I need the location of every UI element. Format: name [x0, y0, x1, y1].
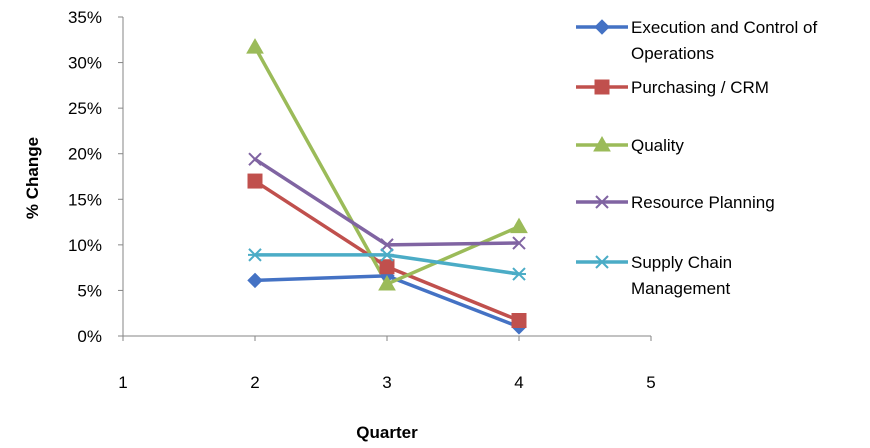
legend-label: Execution and Control of — [631, 18, 817, 37]
legend-marker — [595, 195, 609, 209]
x-tick-label: 3 — [382, 373, 391, 392]
x-tick-label: 2 — [250, 373, 259, 392]
x-tick-label: 1 — [118, 373, 127, 392]
marker-stroke — [512, 236, 526, 250]
y-tick-label: 15% — [68, 190, 102, 209]
y-tick-label: 5% — [77, 281, 102, 300]
legend-item: Execution and Control of Operations — [576, 18, 817, 63]
legend-label: Resource Planning — [631, 193, 775, 212]
data-point — [248, 248, 262, 262]
marker-stroke — [595, 195, 609, 209]
data-point — [512, 267, 526, 281]
data-point — [380, 248, 394, 262]
data-point — [379, 259, 395, 275]
y-axis-title: % Change — [23, 137, 42, 219]
data-point — [247, 173, 263, 189]
series-line — [254, 157, 520, 247]
data-point — [248, 152, 262, 166]
legend-item: Supply Chain Management — [576, 253, 732, 298]
tick-labels: 0% 5% 10% 15% 20% 25% 30% 35% 1 2 3 4 5 — [68, 8, 656, 392]
series-markers — [246, 38, 528, 335]
data-point — [378, 275, 396, 291]
y-tick-label: 30% — [68, 54, 102, 73]
y-tick-label: 25% — [68, 99, 102, 118]
data-point — [246, 38, 264, 54]
legend-label: Supply Chain — [631, 253, 732, 272]
legend-label: Quality — [631, 136, 684, 155]
legend-marker — [595, 255, 609, 269]
marker-stroke — [380, 238, 394, 252]
marker-stroke — [248, 152, 262, 166]
data-point — [510, 217, 528, 234]
x-axis-title: Quarter — [356, 423, 418, 442]
y-tick-label: 20% — [68, 145, 102, 164]
data-point — [511, 313, 527, 329]
legend-marker — [593, 135, 611, 152]
legend-marker — [594, 19, 610, 35]
legend-label: Management — [631, 279, 731, 298]
y-tick-label: 35% — [68, 8, 102, 27]
legend-item: Resource Planning — [576, 193, 775, 212]
axes — [118, 16, 652, 341]
series-line — [253, 46, 520, 286]
legend-label: Purchasing / CRM — [631, 78, 769, 97]
data-point — [247, 272, 263, 289]
legend-label: Operations — [631, 44, 714, 63]
y-tick-label: 0% — [77, 327, 102, 346]
x-tick-label: 4 — [514, 373, 523, 392]
y-tick-label: 10% — [68, 236, 102, 255]
legend-item: Purchasing / CRM — [576, 78, 769, 97]
x-tick-label: 5 — [646, 373, 655, 392]
data-point — [380, 238, 394, 252]
legend-marker — [594, 79, 610, 95]
data-point — [512, 236, 526, 250]
legend-item: Quality — [576, 135, 684, 155]
legend: Execution and Control of Operations Purcha… — [576, 18, 817, 298]
series-line — [254, 179, 520, 323]
